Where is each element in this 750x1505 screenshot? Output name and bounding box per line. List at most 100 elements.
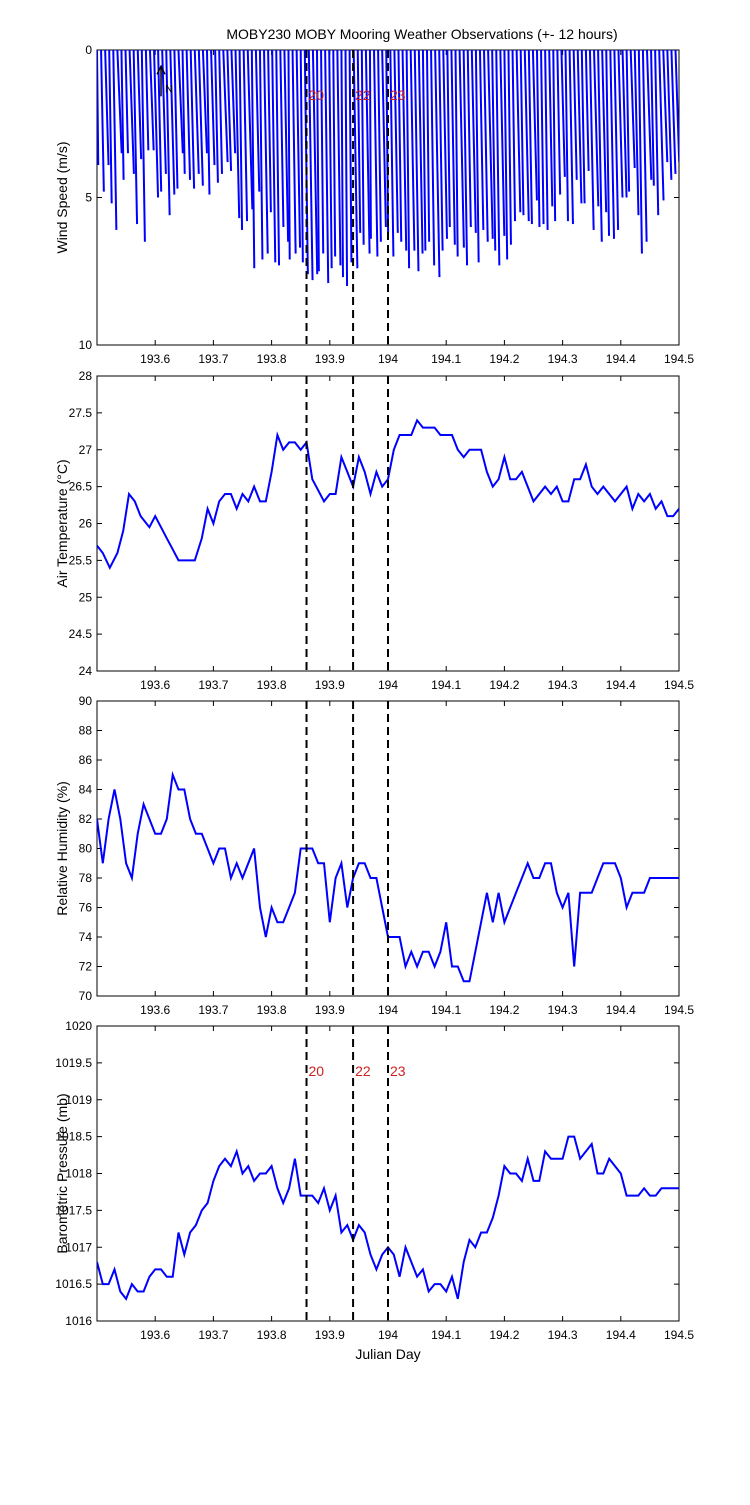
pres-xtick-label: 194 (378, 1328, 398, 1342)
wind-stick (226, 50, 233, 171)
wind-stick (112, 50, 118, 230)
wind-stick (466, 50, 472, 228)
wind-stick (315, 50, 320, 272)
wind-stick (617, 50, 624, 198)
wind-stick (458, 50, 465, 248)
temp-ytick-label: 24.5 (69, 627, 93, 641)
event-marker-label: 23 (390, 87, 406, 103)
wind-stick (295, 50, 302, 248)
wind-stick (650, 50, 655, 186)
temp-xtick-label: 194.1 (431, 678, 461, 692)
pres-ytick-label: 1019 (65, 1093, 92, 1107)
wind-stick (662, 50, 669, 163)
wind-stick (625, 50, 631, 192)
temp-ytick-label: 25.5 (69, 553, 93, 567)
pres-xtick-label: 194.2 (489, 1328, 519, 1342)
wind-stick (177, 50, 184, 154)
temp-xtick-label: 194.3 (548, 678, 578, 692)
wind-stick (352, 50, 359, 269)
wind-stick (267, 50, 272, 213)
wind-stick (291, 50, 297, 254)
wind-stick (218, 50, 223, 174)
wind-stick (189, 50, 196, 189)
wind-stick (487, 50, 494, 239)
rh-ytick-label: 70 (79, 989, 93, 1003)
wind-stick (572, 50, 578, 180)
wind-stick (275, 50, 281, 266)
wind-ytick-label: 0 (85, 43, 92, 57)
rh-ytick-label: 90 (79, 694, 93, 708)
wind-stick (450, 50, 456, 245)
wind-stick (328, 50, 333, 269)
temp-xtick-label: 194.2 (489, 678, 519, 692)
temp-ytick-label: 27 (79, 443, 93, 457)
wind-stick (478, 50, 485, 230)
wind-stick (434, 50, 441, 278)
wind-stick (531, 50, 538, 201)
wind-xtick-label: 194.1 (431, 352, 461, 366)
wind-stick (576, 50, 583, 204)
rh-ytick-label: 76 (79, 901, 93, 915)
wind-stick (495, 50, 501, 266)
wind-stick (230, 50, 237, 154)
wind-xtick-label: 194.3 (548, 352, 578, 366)
panel-pres: 193.6 193.7 193.8 193.9 194 194.1 194.2 194.3 19… (54, 1019, 694, 1362)
wind-stick (258, 50, 264, 260)
wind-stick (299, 50, 304, 263)
wind-plot-area (97, 50, 679, 287)
wind-stick (401, 50, 408, 251)
rh-ytick-label: 88 (79, 724, 93, 738)
wind-stick (613, 50, 620, 230)
wind-stick (654, 50, 660, 216)
wind-stick (417, 50, 424, 254)
wind-stick (438, 50, 444, 251)
rh-xtick-label: 194.5 (664, 1003, 694, 1017)
wind-stick (140, 50, 146, 242)
wind-stick (108, 50, 113, 204)
wind-stick (381, 50, 387, 228)
wind-stick (283, 50, 290, 242)
wind-stick (116, 50, 123, 154)
wind-stick (540, 50, 545, 225)
event-marker-label: 20 (309, 1063, 325, 1079)
wind-stick (393, 50, 399, 233)
wind-stick (373, 50, 379, 257)
wind-stick (601, 50, 608, 213)
temp-ytick-label: 27.5 (69, 406, 93, 420)
temp-xtick-label: 193.6 (140, 678, 170, 692)
wind-stick (153, 50, 160, 198)
pres-xtick-label: 193.6 (140, 1328, 170, 1342)
rh-ytick-label: 82 (79, 812, 93, 826)
wind-stick (544, 50, 549, 230)
wind-stick (254, 50, 261, 192)
event-marker-label: 22 (355, 87, 371, 103)
wind-stick (507, 50, 512, 245)
wind-ylabel: Wind Speed (m/s) (54, 141, 70, 253)
temp-xtick-label: 194.4 (606, 678, 636, 692)
pres-ytick-label: 1018 (65, 1167, 92, 1181)
wind-stick (397, 50, 403, 242)
rh-xtick-label: 194.4 (606, 1003, 636, 1017)
panel-temp: 193.6 193.7 193.8 193.9 194 194.1 194.2 194.3 19… (54, 369, 694, 692)
rh-xtick-label: 193.6 (140, 1003, 170, 1017)
wind-stick (527, 50, 533, 225)
wind-stick (413, 50, 420, 272)
rh-xtick-label: 193.7 (198, 1003, 228, 1017)
wind-stick (515, 50, 522, 213)
temp-plot-area (97, 418, 679, 571)
wind-stick (136, 50, 143, 160)
wind-stick (185, 50, 192, 180)
wind-stick (483, 50, 489, 242)
wind-stick (360, 50, 365, 245)
north-arrow-head (156, 64, 166, 75)
pres-ytick-label: 1017.5 (55, 1203, 92, 1217)
wind-stick (128, 50, 135, 174)
pres-xtick-label: 194.4 (606, 1328, 636, 1342)
wind-xtick-label: 194 (378, 352, 398, 366)
wind-stick (560, 50, 566, 177)
rh-ytick-label: 72 (79, 960, 93, 974)
rh-ytick-label: 78 (79, 871, 93, 885)
wind-stick (474, 50, 480, 263)
